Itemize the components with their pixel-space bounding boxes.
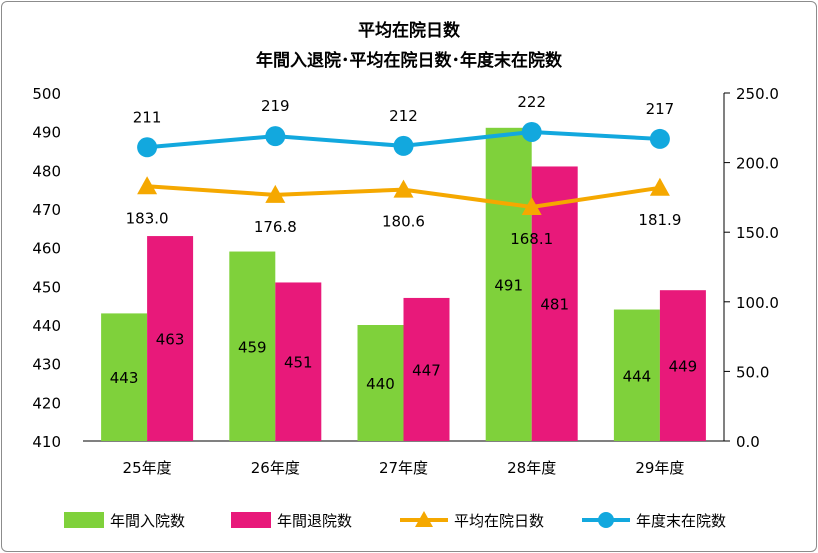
x-tick-label: 27年度: [379, 459, 428, 477]
bar-0-0: [101, 313, 148, 441]
line-data-label: 219: [261, 97, 290, 115]
bar-data-label: 440: [366, 375, 395, 393]
legend-marker-2: [415, 511, 433, 527]
legend-swatch-0: [64, 512, 104, 528]
bar-data-label: 459: [238, 338, 267, 356]
line-point-2-1: [265, 184, 286, 203]
y-tick-label: 430: [32, 356, 61, 374]
line-data-label: 212: [389, 107, 418, 125]
bar-data-label: 444: [623, 367, 652, 385]
legend-label: 平均在院日数: [454, 512, 544, 530]
x-tick-label: 25年度: [123, 459, 172, 477]
line-data-label: 181.9: [638, 211, 681, 229]
legend: 年間入院数 年間退院数 平均在院日数 年度末在院数: [64, 511, 726, 530]
line-point-2-0: [137, 176, 158, 195]
line-point-2-2: [393, 179, 414, 198]
bar-0-4: [613, 309, 660, 441]
lines: [137, 121, 670, 216]
chart-subtitle: 年間入退院･平均在院日数･年度末在院数: [256, 50, 563, 71]
x-tick-label: 26年度: [251, 459, 300, 477]
legend-marker-3: [598, 512, 614, 528]
line-data-label: 217: [646, 100, 675, 118]
bar-0-1: [229, 251, 276, 441]
line-point-2-3: [521, 197, 542, 216]
legend-label: 年度末在院数: [636, 512, 726, 530]
line-data-label: 222: [517, 93, 546, 111]
y2-tick-label: 150.0: [736, 224, 779, 242]
y-tick-label: 440: [32, 317, 61, 335]
bar-data-label: 449: [669, 358, 698, 376]
line-point-3-2: [393, 135, 414, 156]
y2-tick-label: 100.0: [736, 294, 779, 312]
y2-tick-label: 200.0: [736, 155, 779, 173]
y2-tick-label: 0.0: [736, 433, 760, 451]
legend-label: 年間入院数: [110, 512, 185, 530]
line-data-label: 168.1: [510, 230, 553, 248]
line-point-3-4: [649, 128, 670, 149]
bar-1-1: [275, 282, 322, 441]
bar-data-label: 451: [284, 354, 313, 372]
y-tick-label: 500: [32, 85, 61, 103]
y-tick-label: 480: [32, 162, 61, 180]
y-tick-label: 410: [32, 433, 61, 451]
bar-1-4: [659, 290, 706, 441]
bar-0-2: [357, 325, 404, 441]
x-tick-label: 29年度: [635, 459, 684, 477]
line-point-3-0: [137, 137, 158, 158]
y2-tick-label: 250.0: [736, 85, 779, 103]
bar-data-label: 447: [412, 361, 441, 379]
y-tick-label: 450: [32, 278, 61, 296]
legend-label: 年間退院数: [277, 512, 352, 530]
bar-1-0: [147, 236, 194, 441]
y-tick-label: 490: [32, 124, 61, 142]
line-data-label: 180.6: [382, 213, 425, 231]
bar-0-3: [485, 127, 532, 442]
line-data-label: 183.0: [126, 209, 169, 227]
line-data-label: 176.8: [254, 218, 297, 236]
y-tick-label: 470: [32, 201, 61, 219]
x-tick-label: 28年度: [507, 459, 556, 477]
line-point-3-3: [521, 121, 542, 142]
chart-title: 平均在院日数: [358, 20, 461, 41]
bar-data-label: 491: [494, 276, 523, 294]
data-labels: 443 459 440 491 444 463 451 447 481 449 183.0 176.8…: [110, 93, 697, 393]
bar-1-2: [403, 297, 450, 441]
y2-tick-label: 50.0: [736, 363, 769, 381]
line-data-label: 211: [133, 108, 162, 126]
bars: [101, 127, 706, 442]
line-point-2-4: [649, 177, 670, 196]
line-point-3-1: [265, 126, 286, 147]
bar-data-label: 463: [156, 331, 185, 349]
y-tick-label: 460: [32, 240, 61, 258]
legend-swatch-1: [231, 512, 271, 528]
y-tick-label: 420: [32, 394, 61, 412]
bar-data-label: 443: [110, 369, 139, 387]
bar-data-label: 481: [540, 296, 569, 314]
